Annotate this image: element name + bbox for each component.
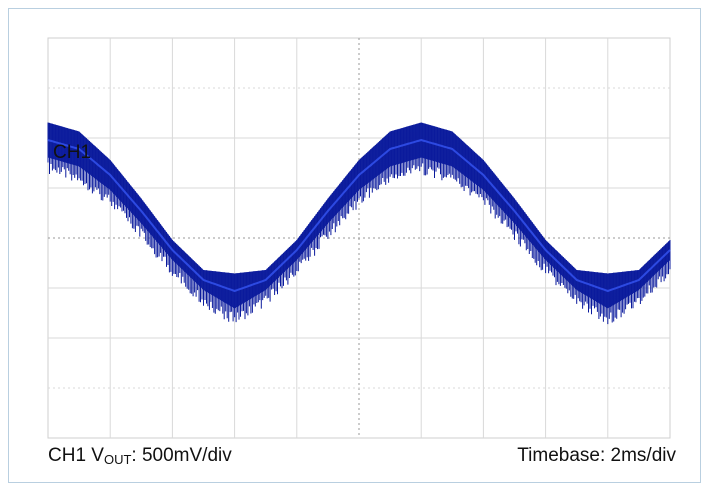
vertical-scale-suffix: : 500mV/div [131, 445, 232, 466]
waveform-center-line [47, 138, 671, 293]
vertical-scale-prefix: CH1 V [48, 445, 104, 466]
waveform-ripple-spikes [47, 122, 671, 325]
scope-frame [8, 8, 701, 483]
grid [47, 37, 671, 439]
vertical-scale-subscript: OUT [103, 452, 132, 467]
vertical-scale-label: CH1 VOUT: 500mV/div [48, 445, 232, 467]
channel-label: CH1 [53, 142, 92, 163]
timebase-label: Timebase: 2ms/div [517, 445, 676, 466]
waveform-trace [47, 122, 671, 325]
